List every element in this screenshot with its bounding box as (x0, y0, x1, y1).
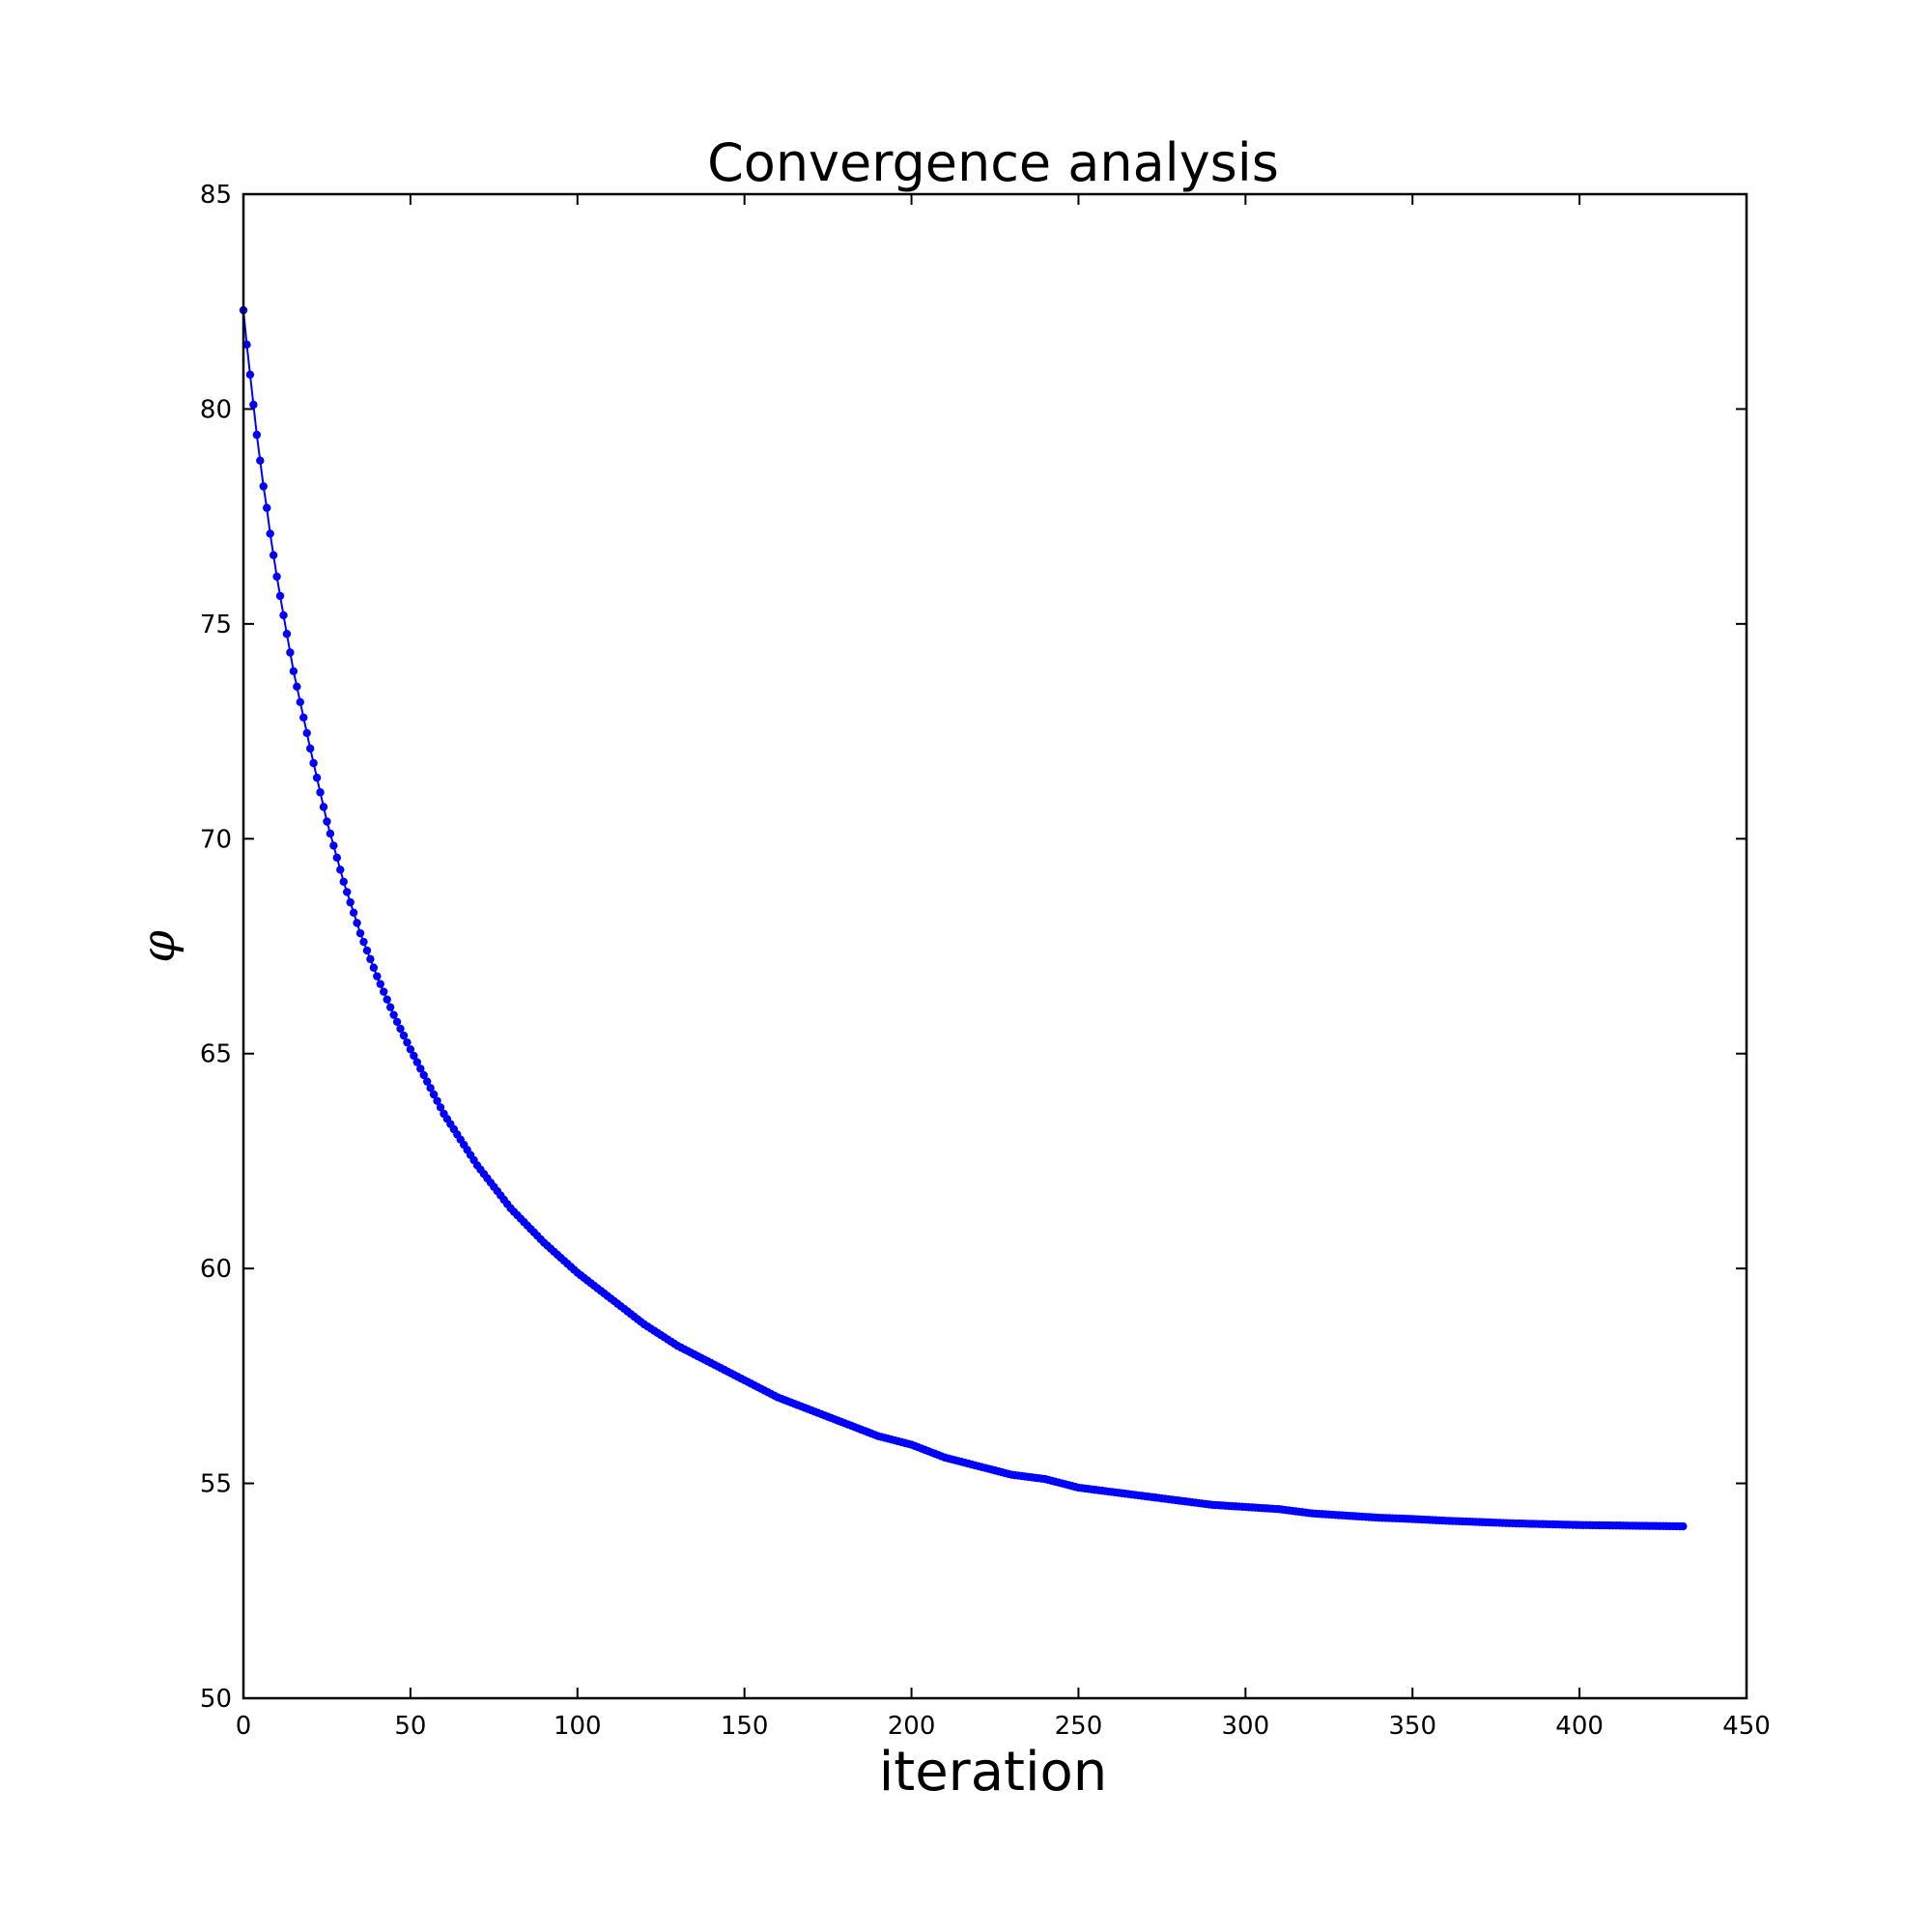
x-tick-label: 350 (1388, 1712, 1436, 1741)
data-point (309, 758, 318, 768)
x-tick-label: 100 (554, 1712, 602, 1741)
data-point (275, 591, 285, 601)
data-point (376, 980, 384, 988)
data-point (406, 1045, 415, 1054)
data-point (349, 908, 358, 917)
x-tick-label: 400 (1555, 1712, 1604, 1741)
x-tick-label: 250 (1055, 1712, 1103, 1741)
y-tick-label: 80 (200, 395, 232, 424)
data-point (373, 972, 382, 980)
data-point (416, 1065, 425, 1073)
data-point (242, 340, 251, 349)
data-point (305, 744, 315, 753)
data-point (399, 1031, 409, 1040)
y-tick-label: 60 (200, 1255, 232, 1284)
data-point (419, 1070, 428, 1080)
y-tick-label: 65 (200, 1040, 232, 1069)
data-point (392, 1017, 402, 1026)
data-point (263, 503, 271, 512)
data-point (422, 1077, 432, 1086)
data-point (396, 1024, 405, 1034)
series-layer (239, 305, 1688, 1531)
data-point (312, 773, 322, 782)
data-point (252, 430, 262, 440)
data-point (359, 937, 368, 947)
data-point (403, 1037, 412, 1047)
x-tick-label: 50 (394, 1712, 426, 1741)
y-tick-label: 70 (200, 825, 232, 854)
ticks-layer: 0 50 100 150 200 250 300 350 400 4505055606570758… (200, 181, 1771, 1741)
data-point (323, 817, 331, 826)
data-point (269, 551, 278, 559)
data-point (256, 456, 265, 466)
data-point (385, 1003, 395, 1011)
y-tick-label: 55 (200, 1470, 232, 1499)
data-point (1679, 1521, 1688, 1531)
chart-title: Convergence analysis (707, 132, 1279, 193)
y-tick-label: 85 (200, 181, 232, 210)
data-point (366, 954, 375, 964)
data-point (279, 611, 288, 620)
data-point (266, 529, 274, 538)
data-point (332, 853, 342, 863)
data-point (369, 963, 379, 972)
data-point (299, 713, 308, 723)
x-tick-label: 0 (236, 1712, 252, 1741)
y-tick-label: 75 (200, 611, 232, 639)
data-point (286, 648, 295, 657)
data-point (316, 788, 325, 797)
data-point (429, 1090, 439, 1099)
data-point (346, 897, 355, 907)
data-point (362, 946, 372, 955)
data-point (336, 866, 345, 874)
data-point (326, 829, 335, 838)
data-point (249, 400, 258, 410)
data-point (296, 697, 304, 707)
y-axis-label: φ (131, 930, 185, 963)
data-point (329, 841, 338, 850)
data-point (412, 1058, 421, 1066)
data-point (353, 919, 361, 927)
x-tick-label: 150 (721, 1712, 769, 1741)
data-point (389, 1010, 398, 1019)
plot-area-frame (242, 192, 1748, 1700)
data-point (426, 1084, 435, 1093)
y-tick-label: 50 (200, 1685, 232, 1714)
x-tick-label: 300 (1222, 1712, 1270, 1741)
data-point (355, 928, 365, 938)
data-point (293, 682, 301, 692)
data-point (383, 995, 391, 1004)
data-point (339, 877, 348, 886)
data-point (436, 1103, 445, 1112)
x-axis-label: iteration (879, 1741, 1108, 1804)
data-point (289, 667, 298, 675)
data-point (259, 482, 268, 491)
x-tick-label: 450 (1722, 1712, 1771, 1741)
x-tick-label: 200 (888, 1712, 936, 1741)
data-point (433, 1096, 441, 1105)
data-point (272, 572, 281, 582)
data-point (319, 803, 328, 811)
data-point (410, 1051, 418, 1061)
data-point (302, 728, 311, 738)
data-point (245, 370, 255, 380)
data-point (282, 630, 292, 639)
data-point (380, 987, 388, 996)
data-point (342, 888, 352, 896)
